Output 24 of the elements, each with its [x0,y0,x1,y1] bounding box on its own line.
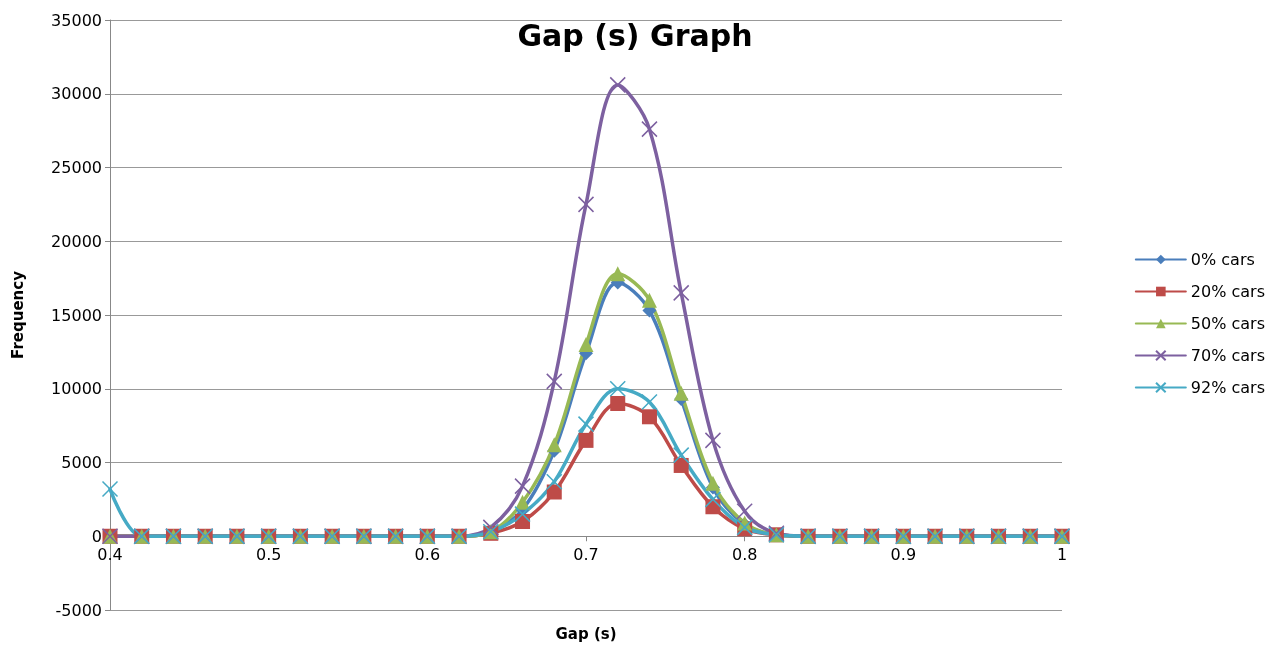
x-tick-label: 0.5 [255,544,282,564]
y-tick-label: 15000 [51,305,102,325]
x-tick-label: 0.7 [573,544,599,564]
legend-label: 20% cars [1190,282,1266,301]
x-tick-label: 0.4 [97,544,123,564]
y-tick-label: 35000 [51,10,102,30]
x-tick-label: 0.6 [414,544,441,564]
legend-label: 0% cars [1190,250,1255,269]
x-tick-label: 0.8 [731,544,758,564]
legend-label: 50% cars [1190,314,1266,333]
y-tick-label: 20000 [51,231,102,251]
y-tick-label: 0 [91,526,102,546]
chart-title: Gap (s) Graph [517,17,753,53]
y-tick-label: 10000 [51,379,102,399]
x-axis-title: Gap (s) [555,624,617,643]
x-tick-label: 1 [1056,544,1068,564]
y-tick-label: 25000 [51,158,102,177]
y-axis-title: Frequency [8,270,27,359]
legend-label: 92% cars [1190,378,1266,397]
y-tick-label: 30000 [51,84,102,104]
y-tick-label: 5000 [61,453,102,472]
x-tick-label: 0.9 [890,544,917,564]
y-tick-label: -5000 [55,600,102,620]
legend-label: 70% cars [1190,346,1266,365]
